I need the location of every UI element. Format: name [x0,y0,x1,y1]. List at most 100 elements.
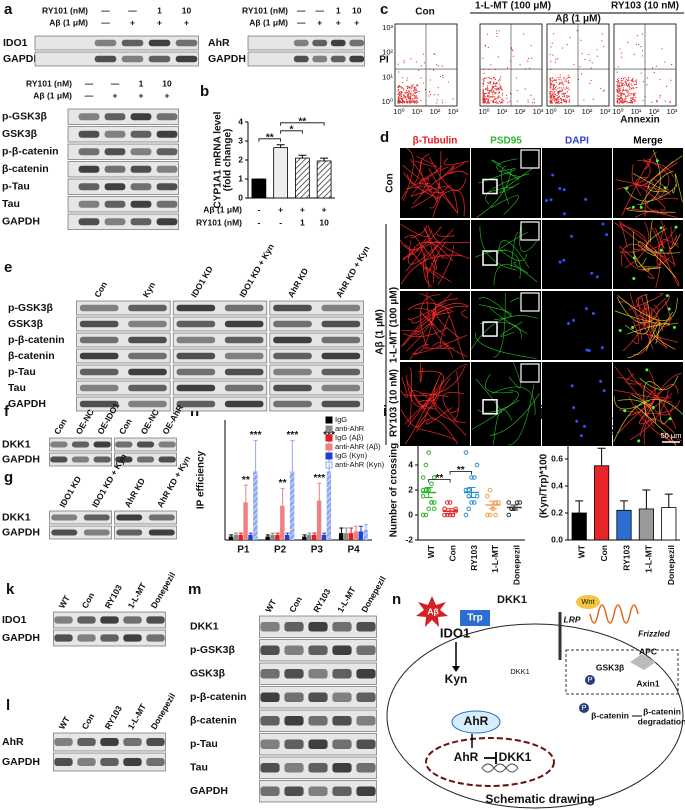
band [260,645,280,655]
frizzled [589,604,639,624]
cell-dot [487,46,489,49]
band [54,738,73,746]
y-tick-label: 10² [382,48,393,57]
cell-dot [550,97,553,99]
neurite [635,176,648,196]
cell-dot [576,30,578,32]
cell-dot [509,60,511,62]
cell-dot [400,87,403,89]
band [284,692,304,702]
bar [616,509,632,541]
cell-dot [483,92,485,95]
cell-dot [634,92,636,94]
x-tick-label: 10³ [600,107,611,116]
neurite [645,322,661,352]
band [128,400,167,408]
cell-dot [436,102,438,104]
cell-dot [631,84,633,87]
cell-dot [555,79,557,81]
band [284,622,304,632]
micrograph [471,291,541,360]
cell-dot [408,93,410,95]
neurite [412,170,469,205]
cell-dot [633,98,635,100]
neurite [636,294,663,325]
x-tick-label: P2 [274,545,287,556]
band [176,304,216,312]
row-label: IDO1 [3,37,28,49]
cell-dot [414,91,416,93]
lane-label: Con [52,417,69,436]
neurite [667,235,678,256]
cell-dot [664,100,666,102]
cell-dot [418,69,420,71]
band [273,336,312,344]
cell-dot [487,87,489,90]
neurite [623,207,668,215]
error-bar [339,527,344,534]
neurite [407,302,454,313]
cell-dot [552,89,554,91]
cell-dot [515,77,518,79]
band [77,634,96,642]
band [332,645,352,655]
neurite [488,306,528,335]
cell-dot [616,71,618,73]
band [78,130,100,138]
cell-dot [489,102,491,104]
neurite [631,320,640,344]
cell-dot [409,96,411,98]
blot-strip [34,35,199,51]
band [260,622,280,632]
cell-dot [501,94,503,96]
band [79,384,119,392]
neurite [638,393,673,425]
cell-dot [429,93,432,96]
cell-dot [433,94,436,96]
nucleus [605,233,609,237]
nucleus [570,234,574,238]
cell-dot [554,98,556,100]
band [71,441,90,448]
nucleus [631,326,635,330]
nucleus [663,186,667,190]
cell-dot [616,88,618,91]
cell-dot [519,64,521,66]
cell-dot [442,74,444,76]
neurite [475,378,502,413]
cell-dot [627,95,629,97]
cell-dot [563,87,565,89]
neurite [674,173,683,203]
band [356,786,376,796]
neurite [490,195,519,216]
cell-dot [413,87,415,90]
treatment-cell: - [279,217,282,227]
band [308,692,328,702]
cell-dot [397,63,399,65]
cell-dot [530,57,533,59]
cell-dot [563,95,565,97]
cell-dot [489,83,492,85]
neurite [626,207,676,213]
cell-dot [568,82,570,84]
neurite [623,186,676,202]
cell-dot [549,77,551,79]
cell-dot [415,102,418,104]
significance-bracket [428,479,451,483]
x-tick-label: WT [576,544,586,558]
column-header: PSD95 [490,136,522,147]
cell-dot [399,98,401,100]
cell-dot [495,84,497,86]
cell-dot [550,90,552,93]
cell-dot [630,102,632,104]
bar [316,500,322,540]
error-bar [229,534,234,537]
cell-dot [563,92,565,94]
treatment-cell: 1 [300,217,305,227]
neurite [408,302,446,320]
y-tick-label: -2 [405,534,413,544]
blot-strip [34,51,199,67]
row-label: p-Tau [8,366,36,378]
roi-box [482,321,498,337]
phospho [579,703,589,713]
